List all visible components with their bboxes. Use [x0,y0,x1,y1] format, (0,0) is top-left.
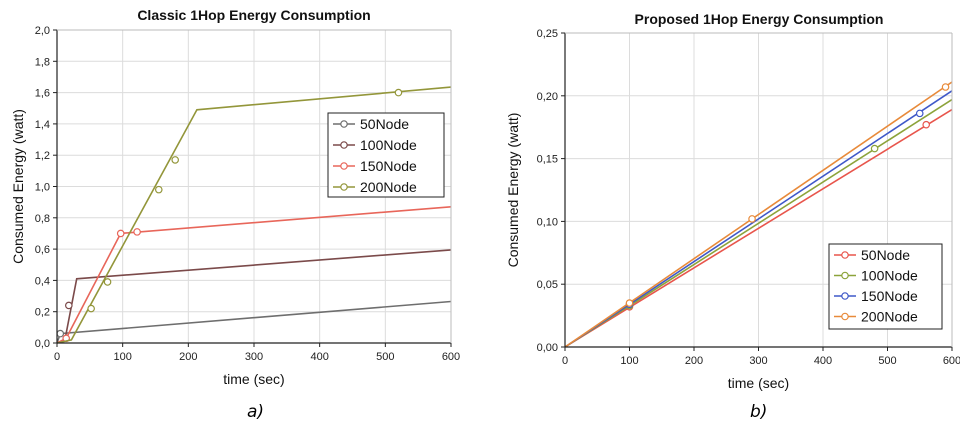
data-point-200Node [87,304,95,313]
y-tick-label: 1,6 [35,88,50,100]
legend-label-100Node: 100Node [360,137,417,153]
legend-marker-200Node [340,183,348,191]
legend-box [327,112,445,198]
x-tick-label: 0 [54,351,60,363]
y-axis-label: Consumed Energy (watt) [10,109,26,264]
y-tick-label: 2,0 [35,25,50,37]
x-tick-label: 600 [943,355,960,367]
data-point-200Node [941,83,950,91]
y-tick-label: 0,8 [35,213,50,225]
data-point-150Node [116,229,125,238]
x-tick-label: 600 [442,351,460,363]
legend-label-200Node: 200Node [360,179,417,195]
chart-title: Classic 1Hop Energy Consumption [137,7,370,23]
legend-marker-100Node [340,141,348,149]
y-tick-label: 0,0 [35,338,50,350]
data-point-100Node [65,301,73,310]
y-tick-label: 1,0 [35,182,50,194]
caption-a: a) [247,402,265,422]
data-point-150Node [915,109,924,118]
legend-marker-100Node [841,271,849,280]
series-line-150Node [56,206,452,344]
legend-marker-50Node [841,251,849,259]
x-tick-label: 100 [113,351,131,363]
legend: 50Node 100Node 150Node 200Node [828,243,943,330]
x-tick-label: 200 [179,351,197,363]
y-tick-label: 0,2 [35,307,50,319]
chart-classic: 0 100 200 300 400 500 600 0,0 0,2 0,4 0,6 0,8 1,0 1,2… [10,7,460,387]
x-tick-label: 500 [376,351,394,363]
legend-label-50Node: 50Node [360,116,409,132]
data-point-200Node [103,278,112,286]
chart-proposed: 0 100 200 300 400 500 600 0,00 0,05 0,10 0,15 0,20 0… [505,11,960,391]
data-point-200Node [154,185,163,194]
y-tick-label: 1,2 [35,150,50,162]
legend-label-50Node: 50Node [861,247,910,263]
legend-marker-150Node [340,162,348,170]
data-point-50Node [56,329,65,338]
x-tick-label: 300 [749,355,767,367]
caption-b: b) [750,402,768,422]
legend-marker-50Node [340,120,348,128]
y-tick-label: 0,05 [537,279,558,291]
legend-label-200Node: 200Node [861,309,918,325]
x-tick-label: 400 [310,351,328,363]
y-tick-label: 0,4 [35,275,50,287]
data-point-50Node [922,120,931,129]
x-tick-label: 500 [878,355,896,367]
y-tick-label: 1,8 [35,56,50,68]
y-tick-label: 0,20 [537,91,558,103]
y-tick-label: 1,4 [35,119,50,131]
legend-label-150Node: 150Node [360,158,417,174]
data-point-100Node [870,144,879,153]
data-point-200Node [394,88,403,97]
y-axis-label: Consumed Energy (watt) [505,113,521,268]
data-point-200Node [171,156,180,164]
x-tick-label: 100 [620,355,638,367]
legend-marker-150Node [841,292,849,300]
x-tick-label: 400 [814,355,832,367]
x-tick-label: 0 [562,355,568,367]
data-point-200Node [625,299,634,307]
legend-marker-200Node [841,312,849,321]
y-tick-label: 0,15 [537,154,558,166]
series-line-200Node [56,86,452,344]
x-axis-label: time (sec) [728,375,789,391]
legend-label-100Node: 100Node [861,268,918,284]
x-axis-label: time (sec) [223,371,284,387]
legend-label-150Node: 150Node [861,288,918,304]
y-tick-label: 0,6 [35,244,50,256]
y-tick-label: 0,00 [537,342,558,354]
x-tick-label: 200 [685,355,703,367]
legend: 50Node 100Node 150Node 200Node [327,112,445,198]
y-tick-label: 0,25 [537,28,558,40]
data-point-200Node [748,215,756,223]
x-tick-label: 300 [245,351,263,363]
y-tick-label: 0,10 [537,216,558,228]
data-point-150Node [133,228,141,236]
chart-title: Proposed 1Hop Energy Consumption [635,11,884,27]
